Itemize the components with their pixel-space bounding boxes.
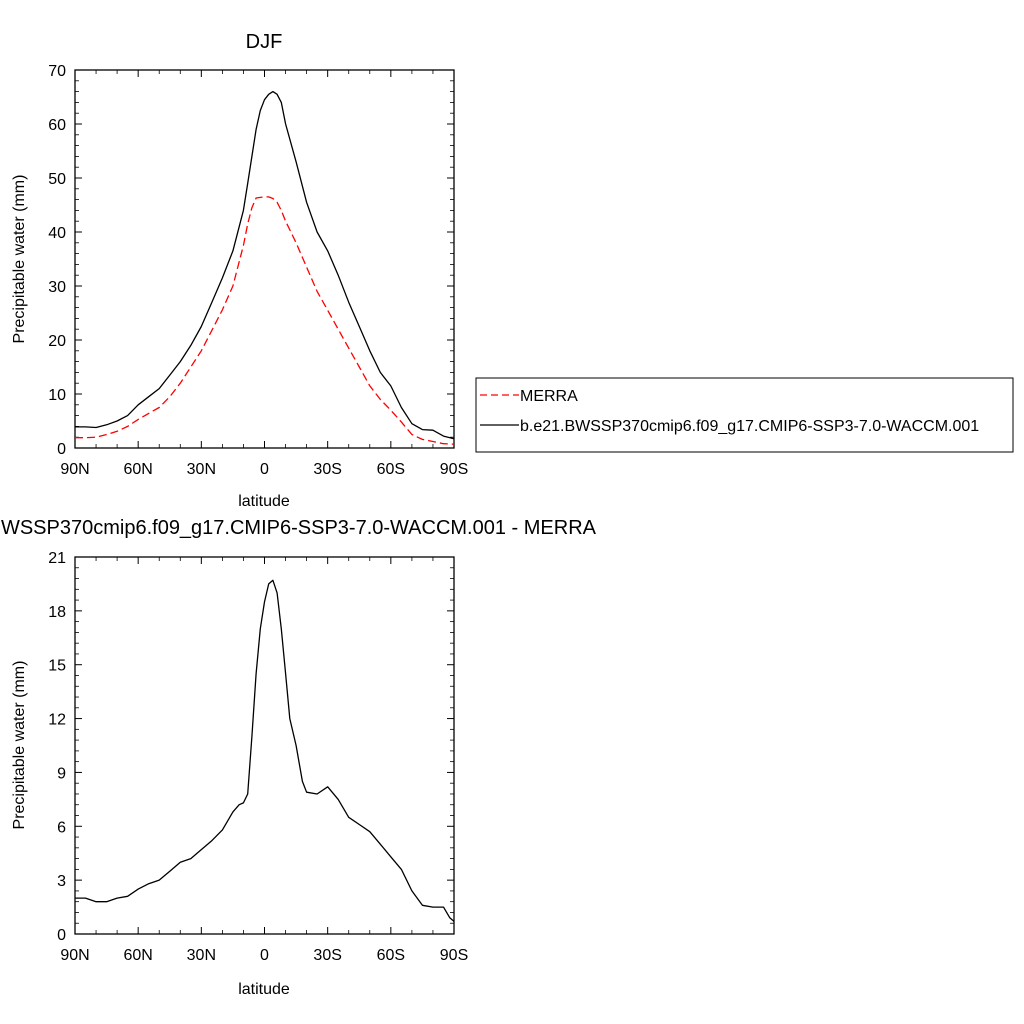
legend-label-merra: MERRA — [520, 388, 578, 405]
bottom-x-tick-label: 60N — [123, 947, 152, 964]
bottom-x-axis-label: latitude — [238, 981, 290, 998]
top-x-axis-label: latitude — [238, 493, 290, 510]
top-y-tick-labels: 0 10 20 30 40 50 60 70 — [48, 63, 66, 458]
bottom-x-tick-label: 30S — [313, 947, 341, 964]
top-x-tick-labels: 90N 60N 30N 0 30S 60S 90S — [60, 461, 468, 478]
bottom-x-tick-label: 0 — [260, 947, 269, 964]
bottom-panel: b.e21.BWSSP370cmip6.f09_g17.CMIP6-SSP3-7… — [0, 517, 597, 998]
top-series-line-1 — [75, 90, 455, 440]
bottom-y-tick-label: 3 — [57, 873, 66, 890]
bottom-x-tick-label: 90N — [60, 947, 89, 964]
top-y-tick-label: 10 — [48, 387, 66, 404]
top-x-tick-label: 60S — [377, 461, 405, 478]
top-plot-frame — [74, 69, 455, 449]
bottom-y-tick-labels: 0 3 6 9 12 15 18 21 — [48, 550, 66, 944]
top-y-tick-label: 40 — [48, 225, 66, 242]
top-x-tick-label: 90S — [440, 461, 468, 478]
top-y-tick-label: 50 — [48, 171, 66, 188]
bottom-y-tick-label: 18 — [48, 604, 66, 621]
top-series-line-0 — [75, 196, 455, 445]
bottom-plot-frame — [74, 556, 455, 935]
top-x-tick-label: 30N — [187, 461, 216, 478]
top-y-tick-label: 60 — [48, 117, 66, 134]
bottom-y-axis-label: Precipitable water (mm) — [11, 661, 28, 830]
top-y-tick-label: 70 — [48, 63, 66, 80]
top-x-tick-label: 60N — [123, 461, 152, 478]
bottom-y-tick-label: 15 — [48, 658, 66, 675]
bottom-title: b.e21.BWSSP370cmip6.f09_g17.CMIP6-SSP3-7… — [0, 517, 597, 539]
top-y-tick-label: 0 — [57, 441, 66, 458]
bottom-x-tick-label: 60S — [377, 947, 405, 964]
legend-box — [475, 377, 1014, 453]
legend: MERRA b.e21.BWSSP370cmip6.f09_g17.CMIP6-… — [475, 377, 1014, 453]
top-series-lines — [75, 90, 455, 445]
top-y-axis-label: Precipitable water (mm) — [11, 175, 28, 344]
top-x-tick-label: 90N — [60, 461, 89, 478]
top-title: DJF — [246, 31, 283, 53]
bottom-x-tick-label: 90S — [440, 947, 468, 964]
top-y-tick-label: 30 — [48, 279, 66, 296]
top-y-tick-label: 20 — [48, 333, 66, 350]
legend-label-model: b.e21.BWSSP370cmip6.f09_g17.CMIP6-SSP3-7… — [520, 418, 979, 435]
top-x-tick-label: 30S — [313, 461, 341, 478]
top-x-tick-label: 0 — [260, 461, 269, 478]
bottom-x-tick-labels: 90N 60N 30N 0 30S 60S 90S — [60, 947, 468, 964]
bottom-ticks — [74, 556, 455, 935]
bottom-y-tick-label: 9 — [57, 765, 66, 782]
bottom-series-line-0 — [75, 579, 455, 922]
top-ticks — [74, 69, 455, 449]
bottom-y-tick-label: 0 — [57, 927, 66, 944]
bottom-x-tick-label: 30N — [187, 947, 216, 964]
bottom-y-tick-label: 21 — [48, 550, 66, 567]
bottom-y-tick-label: 6 — [57, 819, 66, 836]
bottom-series-lines — [75, 579, 455, 922]
bottom-y-tick-label: 12 — [48, 712, 66, 729]
